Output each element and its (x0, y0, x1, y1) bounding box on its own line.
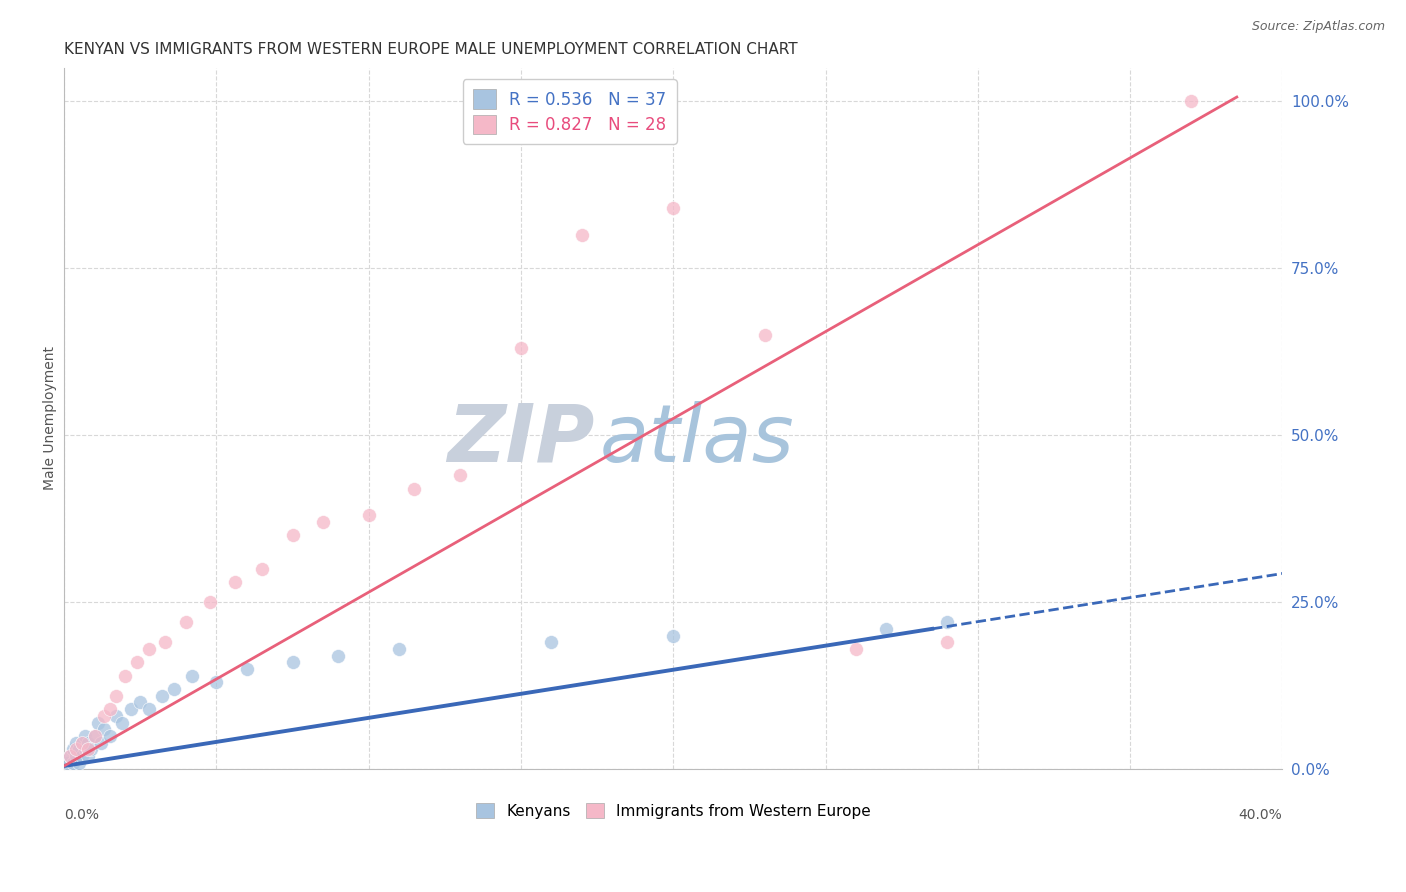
Point (236, 662, 259, 676)
Point (83, 729, 105, 743)
Point (404, 482, 426, 496)
Point (98, 702, 121, 716)
Point (163, 682, 186, 697)
Point (67, 756, 90, 770)
Point (90, 735, 112, 749)
Y-axis label: Male Unemployment: Male Unemployment (44, 346, 58, 491)
Point (205, 675, 228, 690)
Point (98, 729, 121, 743)
Point (83, 729, 105, 743)
Point (127, 656, 149, 670)
Text: 40.0%: 40.0% (1239, 808, 1282, 822)
Point (59, 748, 82, 763)
Point (72, 748, 94, 763)
Point (72, 735, 94, 749)
Point (174, 615, 197, 630)
Point (56, 756, 79, 770)
Point (662, 629, 685, 643)
Point (120, 702, 142, 716)
Point (111, 715, 134, 730)
Point (876, 622, 898, 636)
Point (65, 735, 87, 749)
Point (150, 689, 173, 703)
Point (224, 575, 246, 590)
Point (62, 742, 84, 756)
Point (153, 635, 176, 649)
Point (62, 756, 84, 770)
Point (845, 642, 868, 657)
Point (114, 669, 136, 683)
Point (67, 742, 90, 756)
Point (281, 528, 304, 542)
Point (77, 735, 100, 749)
Text: 0.0%: 0.0% (65, 808, 98, 822)
Point (449, 468, 471, 483)
Point (388, 642, 411, 657)
Point (104, 709, 127, 723)
Point (357, 508, 380, 523)
Point (662, 201, 685, 215)
Point (59, 748, 82, 763)
Point (138, 642, 160, 657)
Point (328, 648, 350, 663)
Point (936, 615, 959, 630)
Point (138, 702, 160, 716)
Point (129, 696, 152, 710)
Legend: Kenyans, Immigrants from Western Europe: Kenyans, Immigrants from Western Europe (470, 797, 877, 825)
Point (65, 742, 87, 756)
Point (250, 562, 273, 576)
Point (571, 227, 593, 242)
Text: KENYAN VS IMMIGRANTS FROM WESTERN EUROPE MALE UNEMPLOYMENT CORRELATION CHART: KENYAN VS IMMIGRANTS FROM WESTERN EUROPE… (65, 42, 797, 57)
Point (75, 742, 97, 756)
Point (312, 515, 335, 529)
Point (936, 635, 959, 649)
Point (754, 327, 776, 342)
Point (200, 595, 222, 609)
Point (80, 742, 103, 756)
Text: ZIP: ZIP (447, 401, 595, 478)
Point (77, 742, 100, 756)
Point (93, 722, 115, 736)
Point (93, 709, 115, 723)
Point (77, 748, 100, 763)
Point (86, 715, 108, 730)
Point (510, 341, 533, 355)
Point (65, 748, 87, 763)
Point (181, 669, 204, 683)
Text: atlas: atlas (600, 401, 794, 478)
Point (540, 635, 562, 649)
Text: Source: ZipAtlas.com: Source: ZipAtlas.com (1251, 20, 1385, 33)
Point (75, 729, 97, 743)
Point (104, 689, 127, 703)
Point (281, 656, 304, 670)
Point (1180, 94, 1202, 108)
Point (72, 735, 94, 749)
